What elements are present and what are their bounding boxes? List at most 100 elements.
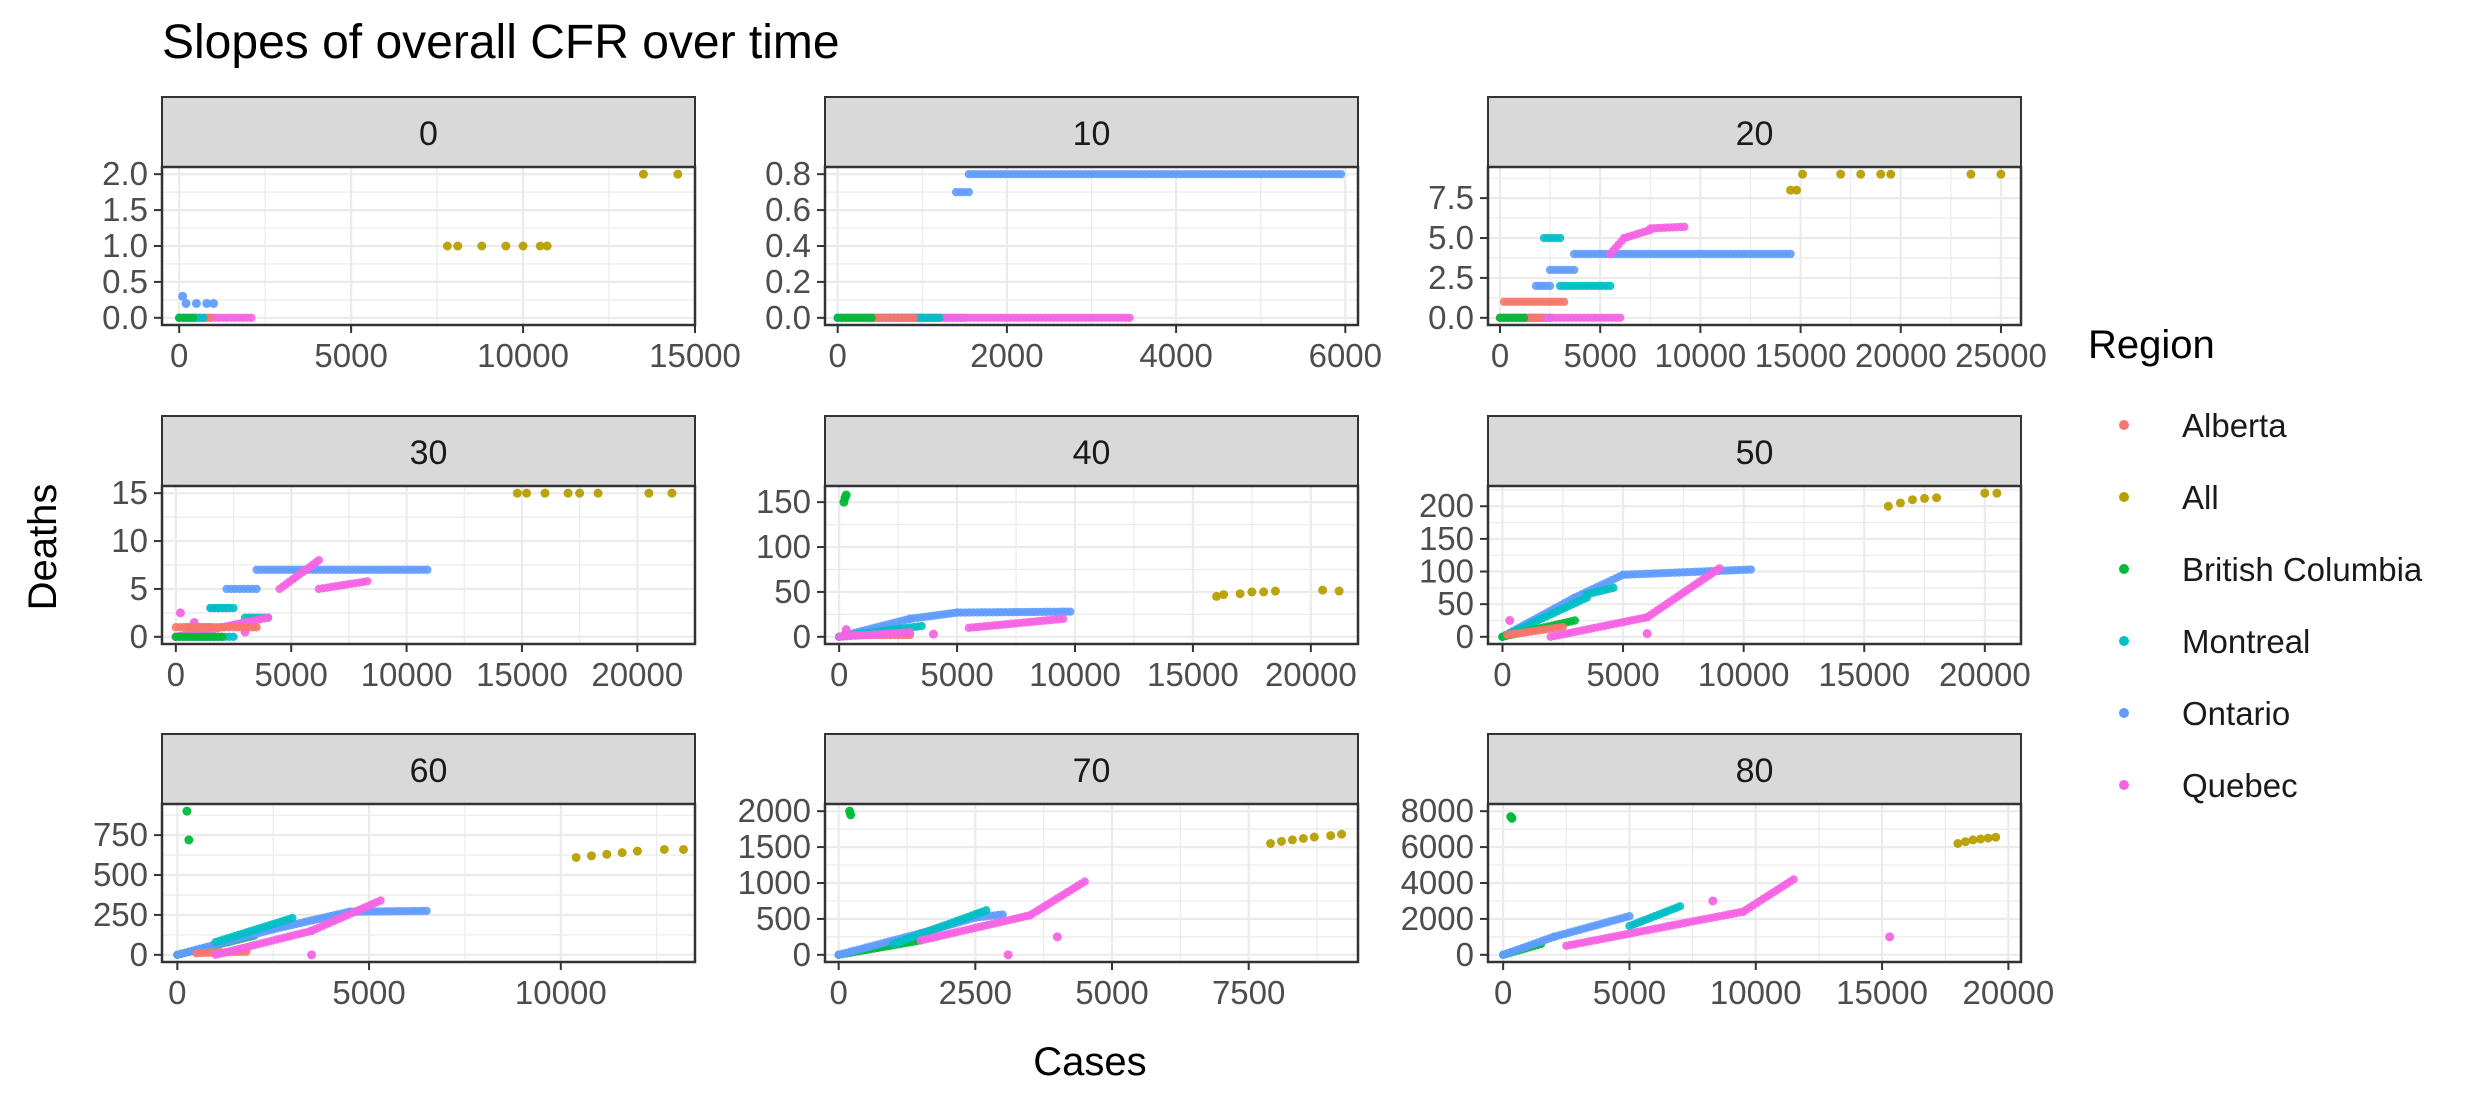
data-point (846, 810, 856, 820)
legend-key (2119, 780, 2129, 790)
data-point (191, 298, 201, 308)
data-point (1966, 169, 1976, 179)
data-point (442, 241, 452, 251)
data-point (1125, 313, 1134, 323)
y-tick-label: 0.0 (102, 299, 148, 336)
legend-label: Montreal (2182, 623, 2310, 660)
data-point (202, 298, 212, 308)
facet-strip (824, 733, 1359, 805)
data-point (1606, 281, 1615, 291)
data-point (175, 608, 185, 618)
panel-border (1486, 165, 2023, 327)
series-british-columbia (171, 632, 227, 642)
data-point (1266, 839, 1276, 848)
data-point (1559, 297, 1569, 307)
y-tick-label: 50 (774, 573, 811, 610)
legend-label: Quebec (2182, 767, 2298, 804)
data-point (1675, 902, 1685, 911)
data-point (667, 488, 677, 498)
y-tick-label: 0 (130, 618, 148, 655)
data-point (935, 313, 944, 323)
series-all (512, 488, 677, 498)
data-point (535, 241, 545, 251)
x-tick-label: 20000 (1939, 656, 2031, 693)
data-point (307, 950, 317, 960)
x-tick-label: 5000 (920, 656, 993, 693)
series-montreal (1498, 583, 1618, 642)
data-point (1336, 169, 1346, 179)
series-all (1266, 829, 1347, 848)
data-point (1976, 834, 1986, 844)
facet-strip-label: 0 (419, 115, 438, 153)
data-point (205, 313, 215, 323)
data-point (1642, 629, 1652, 639)
facet-strip (161, 733, 696, 805)
legend-key (2119, 564, 2129, 574)
series-quebec (211, 896, 385, 960)
facet-panel-10: 10 0 2000 4000 6000 0.00.20.40.60.8 (765, 96, 1382, 374)
series-all (571, 844, 688, 862)
x-tick-label: 15000 (476, 656, 568, 693)
data-layer (833, 169, 1346, 323)
data-point (644, 488, 654, 498)
legend-item: Montreal (2119, 623, 2310, 660)
facet-strip (824, 96, 1359, 168)
data-point (571, 852, 581, 862)
data-point (1058, 614, 1068, 624)
data-point (982, 906, 991, 915)
x-tick-label: 0 (1494, 974, 1512, 1011)
data-point (905, 628, 915, 637)
y-tick-label: 100 (1419, 553, 1474, 590)
facet-strip-label: 50 (1736, 434, 1774, 472)
x-tick-label: 2000 (970, 337, 1043, 374)
legend-label: All (2182, 479, 2219, 516)
data-point (1856, 169, 1866, 179)
panel-border (160, 484, 697, 646)
legend-item: Ontario (2119, 695, 2290, 732)
x-tick-label: 20000 (1265, 656, 1357, 693)
data-point (909, 313, 919, 323)
data-point (602, 849, 612, 859)
data-point (563, 488, 573, 498)
series-british-columbia (833, 313, 876, 323)
x-tick-label: 15000 (1147, 656, 1239, 693)
data-point (314, 556, 324, 565)
data-layer (1495, 169, 2006, 323)
data-point (263, 613, 273, 622)
data-point (542, 241, 552, 251)
legend-item: Quebec (2119, 767, 2298, 804)
x-tick-label: 15000 (1755, 337, 1847, 374)
x-tick-label: 5000 (1593, 974, 1666, 1011)
legend-key (2119, 420, 2129, 430)
x-tick-label: 5000 (255, 656, 328, 693)
data-point (540, 488, 550, 498)
data-point (512, 488, 522, 498)
panel-background (1488, 167, 2021, 325)
data-point (188, 313, 198, 323)
y-tick-label: 2.5 (1428, 259, 1474, 296)
data-point (1907, 495, 1917, 505)
y-tick-label: 0.8 (765, 155, 811, 192)
data-point (477, 241, 487, 251)
data-point (1066, 607, 1075, 616)
y-tick-label: 0.0 (1428, 299, 1474, 336)
series-all (1786, 169, 2006, 195)
facet-strip-label: 70 (1073, 752, 1111, 790)
y-tick-label: 4000 (1401, 864, 1474, 901)
facet-panel-40: 40 0 5000 10000 15000 20000 0 50 100 150 (756, 415, 1360, 693)
data-point (1270, 586, 1280, 596)
legend-item: British Columbia (2119, 551, 2423, 588)
x-tick-label: 10000 (361, 656, 453, 693)
data-point (1298, 833, 1308, 843)
data-point (1920, 493, 1930, 503)
facet-strip-label: 60 (410, 752, 448, 790)
series-all (1883, 488, 2002, 511)
series-montreal (211, 913, 297, 947)
y-tick-label: 2000 (1401, 900, 1474, 937)
data-point (1558, 622, 1567, 632)
data-point (1555, 233, 1565, 243)
x-tick-label: 5000 (1563, 337, 1636, 374)
data-point (422, 906, 431, 916)
x-tick-label: 7500 (1212, 974, 1285, 1011)
